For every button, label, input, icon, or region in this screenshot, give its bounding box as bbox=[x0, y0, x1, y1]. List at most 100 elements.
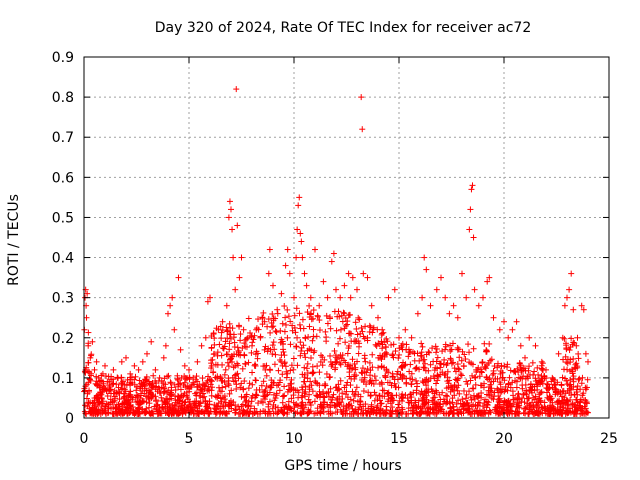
y-tick-label: 0 bbox=[65, 411, 74, 427]
data-point bbox=[425, 377, 432, 384]
data-point bbox=[516, 360, 523, 367]
data-point bbox=[458, 357, 465, 364]
data-point bbox=[358, 369, 365, 376]
data-point bbox=[293, 343, 300, 350]
data-point bbox=[85, 342, 92, 349]
data-point bbox=[275, 367, 282, 374]
data-point bbox=[261, 346, 268, 353]
data-point bbox=[406, 399, 413, 406]
data-point bbox=[306, 302, 313, 309]
data-point bbox=[278, 336, 285, 343]
data-point bbox=[394, 368, 401, 375]
data-point bbox=[335, 381, 342, 388]
data-point bbox=[494, 375, 501, 382]
data-point bbox=[316, 317, 323, 324]
data-point bbox=[132, 394, 139, 401]
data-point bbox=[310, 349, 317, 356]
data-point bbox=[103, 400, 110, 407]
data-point bbox=[575, 355, 582, 362]
data-point bbox=[122, 388, 129, 395]
data-point bbox=[371, 389, 378, 396]
data-point bbox=[312, 246, 318, 253]
data-point bbox=[269, 405, 276, 412]
data-point bbox=[490, 314, 497, 321]
data-point bbox=[248, 349, 255, 356]
data-point bbox=[384, 338, 391, 345]
data-point bbox=[314, 363, 321, 370]
data-point bbox=[187, 407, 194, 414]
data-point bbox=[278, 352, 285, 359]
data-point bbox=[286, 270, 293, 277]
data-point bbox=[574, 386, 581, 393]
data-point bbox=[314, 313, 321, 320]
data-point bbox=[224, 328, 231, 335]
data-point bbox=[249, 381, 256, 388]
data-point bbox=[369, 351, 376, 358]
data-point bbox=[194, 358, 201, 365]
data-point bbox=[353, 384, 360, 391]
data-point bbox=[305, 409, 312, 416]
data-point bbox=[203, 403, 210, 410]
data-point bbox=[90, 410, 97, 417]
data-point bbox=[271, 361, 278, 368]
data-point bbox=[260, 389, 267, 396]
data-point bbox=[341, 282, 348, 289]
data-point bbox=[283, 374, 290, 381]
data-point bbox=[423, 266, 430, 273]
data-point bbox=[320, 388, 327, 395]
data-point bbox=[323, 338, 330, 345]
data-point bbox=[520, 391, 527, 398]
data-point bbox=[574, 364, 581, 371]
data-point bbox=[564, 294, 570, 301]
data-point bbox=[354, 286, 360, 293]
data-point bbox=[335, 308, 342, 315]
data-point bbox=[246, 380, 253, 387]
data-point bbox=[334, 408, 341, 415]
data-point bbox=[583, 384, 590, 391]
data-point bbox=[470, 392, 477, 399]
data-point bbox=[420, 401, 427, 408]
data-point bbox=[89, 338, 96, 345]
data-point bbox=[502, 398, 509, 405]
data-point bbox=[414, 350, 421, 357]
data-point bbox=[327, 352, 334, 359]
plot-frame bbox=[83, 56, 610, 419]
data-point bbox=[282, 314, 289, 321]
data-point bbox=[251, 332, 258, 339]
data-point bbox=[230, 254, 237, 261]
data-point bbox=[559, 334, 566, 341]
data-point bbox=[199, 394, 206, 401]
x-tick-label: 20 bbox=[495, 431, 513, 447]
data-point bbox=[441, 398, 448, 405]
data-point bbox=[558, 382, 565, 389]
data-point bbox=[233, 371, 240, 378]
data-point bbox=[107, 386, 114, 393]
data-point bbox=[452, 368, 459, 375]
data-point bbox=[314, 405, 321, 412]
data-point bbox=[238, 254, 245, 261]
data-point bbox=[259, 314, 266, 321]
x-tick-label: 25 bbox=[600, 431, 618, 447]
data-point bbox=[375, 314, 381, 321]
data-point bbox=[270, 410, 277, 417]
data-point bbox=[417, 391, 424, 398]
data-point bbox=[335, 354, 342, 361]
data-point bbox=[497, 370, 504, 377]
data-point bbox=[339, 390, 346, 397]
data-point bbox=[298, 410, 305, 417]
y-tick-label: 0.7 bbox=[52, 130, 74, 146]
data-point bbox=[307, 402, 314, 409]
data-point bbox=[90, 399, 97, 406]
data-point bbox=[446, 399, 453, 406]
data-point bbox=[319, 362, 326, 369]
data-point bbox=[387, 410, 394, 417]
data-point bbox=[454, 406, 461, 413]
data-point bbox=[303, 282, 310, 289]
data-point bbox=[528, 408, 535, 415]
data-point bbox=[310, 369, 317, 376]
data-point bbox=[234, 222, 241, 229]
data-point bbox=[483, 346, 490, 353]
data-point bbox=[390, 341, 397, 348]
data-point bbox=[522, 354, 528, 361]
data-point bbox=[374, 407, 381, 414]
